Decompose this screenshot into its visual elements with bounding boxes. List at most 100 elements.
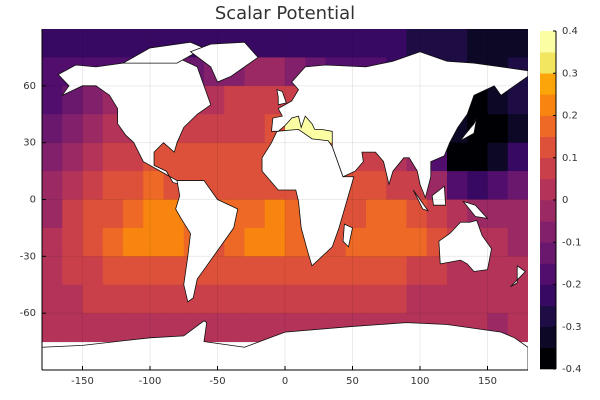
land-mass (510, 265, 526, 287)
land-mass (271, 51, 528, 199)
cell (224, 85, 245, 115)
cell (386, 29, 407, 58)
cell (143, 199, 164, 229)
land-mass (342, 223, 353, 248)
cell (264, 29, 286, 58)
cell (123, 256, 144, 286)
cell (183, 142, 205, 172)
cell (204, 284, 225, 314)
cell (426, 284, 448, 314)
colorbar-band (540, 136, 556, 159)
cell (386, 284, 407, 314)
land-mass (462, 200, 489, 220)
colorbar-band (540, 178, 556, 201)
colorbar-tick-label: -0.2 (562, 280, 582, 291)
cell (264, 256, 286, 286)
cell (285, 284, 306, 314)
cell (366, 199, 387, 229)
cell (224, 284, 245, 314)
colorbar-band (540, 115, 556, 137)
cell (82, 256, 104, 286)
land-mass (431, 185, 447, 206)
cell (426, 29, 448, 58)
cell (507, 313, 528, 343)
cell (244, 85, 266, 115)
cell (487, 114, 509, 144)
cell (244, 227, 266, 257)
cell (244, 256, 266, 286)
cell (82, 313, 104, 343)
colorbar-band (540, 200, 556, 222)
cell (42, 85, 63, 115)
y-tick-label: 60 (23, 81, 36, 92)
cell (204, 256, 225, 286)
y-tick-label: -30 (20, 251, 36, 262)
cell (487, 199, 509, 229)
cell (345, 29, 367, 58)
cell (82, 114, 104, 144)
cell (507, 227, 528, 257)
cell (82, 284, 104, 314)
cell (366, 227, 387, 257)
cell (42, 227, 63, 257)
cell (82, 142, 104, 172)
land-mass (42, 320, 528, 370)
cell (102, 171, 124, 200)
cell (143, 256, 164, 286)
cell (224, 171, 245, 200)
cell (366, 284, 387, 314)
colorbar-band (540, 347, 556, 370)
cell (406, 29, 428, 58)
cell (507, 171, 528, 200)
cell (507, 199, 528, 229)
colorbar-band (540, 326, 556, 349)
colorbar-band (540, 284, 556, 306)
cell (204, 313, 225, 343)
x-tick-label: 50 (346, 376, 359, 387)
cell (285, 29, 306, 58)
colorbar-tick-label: 0 (562, 195, 568, 206)
cell (406, 256, 428, 286)
cell (82, 171, 104, 200)
cell (204, 114, 225, 144)
cell (102, 313, 124, 343)
colorbar-tick-label: 0.4 (562, 26, 578, 37)
colorbar-tick-label: -0.1 (562, 237, 582, 248)
cell (345, 256, 367, 286)
cell (42, 256, 63, 286)
y-tick-label: 0 (30, 195, 36, 206)
cell (62, 29, 83, 58)
cell (102, 29, 124, 58)
cell (386, 227, 407, 257)
cell (204, 142, 225, 172)
colorbar-band (540, 52, 556, 74)
cell (62, 284, 83, 314)
cell (163, 284, 185, 314)
cell (447, 142, 468, 172)
x-tick-label: -150 (71, 376, 94, 387)
cell (507, 85, 528, 115)
cell (305, 256, 326, 286)
cell (163, 313, 185, 343)
cell (42, 114, 63, 144)
cell (224, 256, 245, 286)
land-mass (189, 41, 259, 83)
colorbar-band (540, 31, 556, 53)
cell (244, 171, 266, 200)
colorbar-band (540, 157, 556, 180)
cell (62, 142, 83, 172)
cell (62, 313, 83, 343)
cell (285, 256, 306, 286)
cell (487, 227, 509, 257)
x-tick-label: -100 (139, 376, 162, 387)
cell (143, 171, 164, 200)
land-mass (412, 189, 430, 212)
cell (163, 142, 185, 172)
cell (447, 199, 468, 229)
cell (244, 199, 266, 229)
cell (123, 227, 144, 257)
cell (406, 199, 428, 229)
cell (42, 199, 63, 229)
cell (447, 29, 468, 58)
